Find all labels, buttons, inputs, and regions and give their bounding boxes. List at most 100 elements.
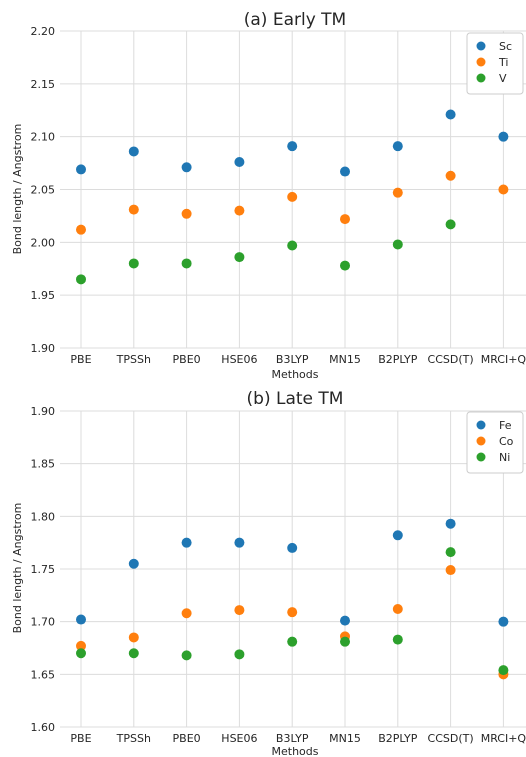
point-fe <box>234 537 245 548</box>
point-ti <box>498 184 509 195</box>
y-tick-label: 1.70 <box>31 616 56 629</box>
point-co <box>392 604 403 615</box>
point-ti <box>234 205 245 216</box>
y-tick-label: 1.90 <box>31 342 56 355</box>
x-tick-label: TPSSh <box>116 353 151 366</box>
data-points <box>76 518 509 680</box>
point-co <box>181 608 192 619</box>
point-v <box>76 274 86 285</box>
x-tick-label: MRCI+Q <box>481 353 526 366</box>
y-ticks: 1.90 1.95 2.00 2.05 2.10 2.15 2.20 <box>31 25 56 355</box>
y-ticks: 1.60 1.65 1.70 1.75 1.80 1.85 1.90 <box>31 405 56 734</box>
legend-label: Fe <box>499 419 512 432</box>
x-tick-label: TPSSh <box>116 732 151 745</box>
point-fe <box>392 530 403 541</box>
point-v <box>287 240 298 251</box>
x-tick-label: PBE <box>70 732 91 745</box>
panel-late-tm: (b) Late TM Methods Bond length / Angstr… <box>11 389 526 757</box>
y-tick-label: 1.85 <box>31 458 56 471</box>
point-ni <box>445 547 456 558</box>
point-v <box>392 239 403 250</box>
point-co <box>287 607 298 618</box>
point-co <box>234 605 245 616</box>
point-ni <box>234 649 245 660</box>
panel-early-tm: (a) Early TM Methods Bond length / Angst… <box>11 10 526 381</box>
point-v <box>128 258 139 269</box>
point-sc <box>392 141 403 152</box>
point-co <box>445 565 456 576</box>
point-ti <box>181 208 192 219</box>
chart-title: (a) Early TM <box>244 10 346 30</box>
point-fe <box>76 614 86 625</box>
legend-marker <box>476 41 486 51</box>
legend-label: Sc <box>499 40 512 53</box>
point-sc <box>340 166 350 177</box>
y-tick-label: 2.05 <box>31 184 56 197</box>
x-tick-label: PBE <box>70 353 91 366</box>
y-tick-label: 2.10 <box>31 131 56 144</box>
point-ni <box>181 650 192 661</box>
grid <box>60 30 526 349</box>
legend-label: V <box>499 72 507 85</box>
legend-label: Ti <box>498 56 508 69</box>
point-fe <box>445 518 456 529</box>
point-ti <box>287 191 298 202</box>
point-ti <box>392 187 403 198</box>
x-ticks: PBE TPSSh PBE0 HSE06 B3LYP MN15 B2PLYP CCSD(T) M… <box>70 732 526 745</box>
y-tick-label: 1.95 <box>31 289 56 302</box>
point-ni <box>128 648 139 659</box>
x-tick-label: CCSD(T) <box>428 353 474 366</box>
y-tick-label: 1.90 <box>31 405 56 418</box>
point-v <box>340 260 350 271</box>
legend-marker <box>476 73 486 83</box>
legend-marker <box>476 436 486 446</box>
y-axis-label: Bond length / Angstrom <box>11 503 24 634</box>
x-axis-label: Methods <box>272 745 319 757</box>
legend-label: Ni <box>499 451 510 464</box>
y-tick-label: 2.00 <box>31 236 56 249</box>
point-sc <box>181 162 192 173</box>
point-fe <box>498 616 509 627</box>
x-tick-label: PBE0 <box>173 732 201 745</box>
point-sc <box>287 141 298 152</box>
x-tick-label: B3LYP <box>276 353 309 366</box>
x-axis-label: Methods <box>272 368 319 381</box>
legend-box <box>466 411 524 474</box>
x-tick-label: B2PLYP <box>378 353 418 366</box>
legend-marker <box>476 452 486 462</box>
grid <box>60 410 526 728</box>
x-tick-label: MN15 <box>329 732 361 745</box>
x-tick-label: CCSD(T) <box>428 732 474 745</box>
x-tick-label: B3LYP <box>276 732 309 745</box>
point-sc <box>128 146 139 157</box>
point-ni <box>498 665 509 676</box>
point-ni <box>76 648 86 659</box>
x-tick-label: B2PLYP <box>378 732 418 745</box>
chart-title: (b) Late TM <box>247 389 344 409</box>
point-ti <box>128 204 139 215</box>
y-tick-label: 2.20 <box>31 25 56 38</box>
x-tick-label: MRCI+Q <box>481 732 526 745</box>
x-tick-label: HSE06 <box>221 732 257 745</box>
point-fe <box>340 615 350 626</box>
point-v <box>181 258 192 269</box>
point-ni <box>340 636 350 647</box>
legend: Sc Ti V <box>466 32 524 95</box>
x-tick-label: PBE0 <box>173 353 201 366</box>
point-v <box>445 219 456 230</box>
point-ni <box>392 634 403 645</box>
y-tick-label: 1.80 <box>31 510 56 523</box>
point-sc <box>498 131 509 142</box>
point-sc <box>234 157 245 168</box>
legend-marker <box>476 420 486 430</box>
point-v <box>234 252 245 263</box>
point-ti <box>76 224 86 235</box>
y-tick-label: 1.75 <box>31 563 56 576</box>
y-tick-label: 1.65 <box>31 668 56 681</box>
point-co <box>128 632 139 643</box>
x-ticks: PBE TPSSh PBE0 HSE06 B3LYP MN15 B2PLYP CCSD(T) M… <box>70 353 526 366</box>
y-axis-label: Bond length / Angstrom <box>11 124 24 255</box>
legend-label: Co <box>499 435 514 448</box>
point-sc <box>76 164 86 175</box>
